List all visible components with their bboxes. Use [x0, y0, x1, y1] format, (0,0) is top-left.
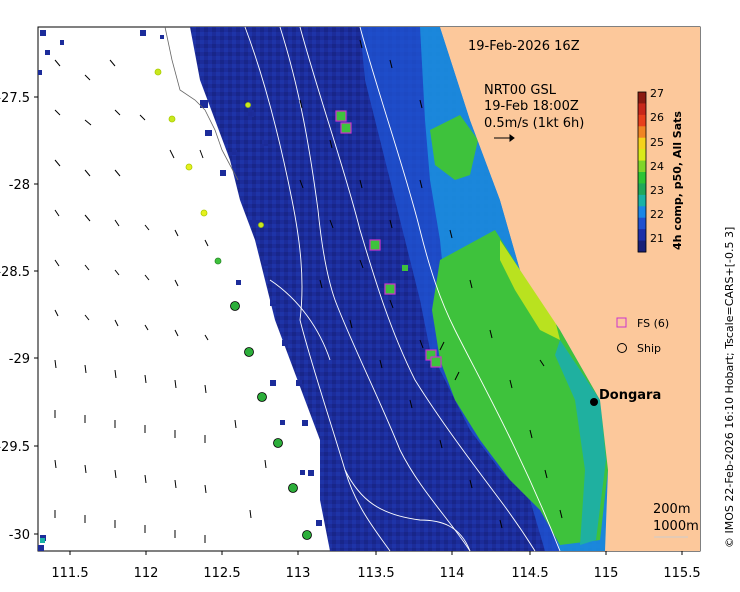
- colorbar-cell: [638, 160, 646, 173]
- coastal-warm-green: [432, 230, 608, 545]
- drifter-marker: [154, 68, 162, 76]
- ship-legend-label: Ship: [637, 342, 661, 355]
- drifter-markers: [154, 68, 312, 540]
- ship-marker: [302, 530, 312, 540]
- ship-marker: [230, 301, 240, 311]
- isobath-label-1000m: 1000m: [653, 519, 699, 534]
- colorbar-tick: 27: [650, 87, 664, 100]
- fs-markers: [335, 110, 442, 368]
- current-scale-label: 0.5m/s (1kt 6h): [484, 116, 584, 131]
- y-tick-labels: -27.5 -28 -28.5 -29 -29.5 -30: [0, 91, 30, 543]
- x-tick-label: 115: [594, 566, 619, 581]
- green-pixel: [402, 265, 408, 271]
- current-vectors: [54, 39, 563, 543]
- colorbar-cell: [638, 92, 646, 104]
- colorbar-ticks: 27 26 25 24 23 22 21: [650, 87, 664, 245]
- colorbar: [637, 91, 647, 253]
- fs-marker: [384, 283, 396, 295]
- y-tick-label: -29.5: [0, 440, 30, 455]
- fs-marker: [340, 122, 352, 134]
- colorbar-cell: [638, 229, 646, 242]
- x-tick-label: 112: [134, 566, 159, 581]
- colorbar-cell: [638, 137, 646, 150]
- x-tick-label: 113.5: [357, 566, 394, 581]
- colorbar-cell: [638, 103, 646, 116]
- date-time-label: 19-Feb-2026 16Z: [468, 39, 580, 54]
- x-tick-label: 114: [440, 566, 465, 581]
- ship-marker: [257, 392, 267, 402]
- colorbar-tick: 26: [650, 111, 664, 124]
- drifter-marker: [214, 257, 222, 265]
- y-tick-label: -27.5: [0, 91, 30, 106]
- colorbar-cell: [638, 206, 646, 219]
- fs-marker: [335, 110, 347, 122]
- place-label: Dongara: [599, 388, 661, 403]
- colorbar-cell: [638, 172, 646, 184]
- footer-credit: © IMOS 22-Feb-2026 16:10 Hobart; Tscale=…: [723, 227, 736, 548]
- drifter-marker: [200, 209, 208, 217]
- colorbar-cell: [638, 149, 646, 162]
- colorbar-cell: [638, 194, 646, 207]
- town-marker: [590, 398, 598, 406]
- colorbar-tick: 24: [650, 160, 664, 173]
- drifter-marker: [258, 222, 264, 228]
- isobath-contours: [244, 26, 561, 552]
- current-time-label: 19-Feb 18:00Z: [484, 99, 579, 114]
- x-tick-label: 114.5: [511, 566, 548, 581]
- y-tick-label: -28: [9, 178, 30, 193]
- fs-legend-label: FS (6): [637, 317, 669, 330]
- isobath-label-200m: 200m: [653, 502, 690, 517]
- ship-marker: [273, 438, 283, 448]
- y-tick-label: -30: [9, 528, 30, 543]
- current-product-label: NRT00 GSL: [484, 83, 557, 98]
- drifter-marker: [168, 115, 176, 123]
- coastline: [164, 26, 239, 181]
- fs-marker: [430, 356, 442, 368]
- y-axis: [34, 96, 38, 535]
- colorbar-cell: [638, 183, 646, 196]
- ship-marker: [288, 483, 298, 493]
- colorbar-cell: [638, 114, 646, 127]
- colorbar-tick: 23: [650, 184, 664, 197]
- x-tick-label: 112.5: [203, 566, 240, 581]
- coastal-warm-yellow: [500, 240, 560, 340]
- colorbar-cell: [638, 240, 646, 253]
- colorbar-tick: 22: [650, 208, 664, 221]
- drifter-marker: [245, 102, 251, 108]
- x-tick-label: 111.5: [51, 566, 88, 581]
- colorbar-tick: 25: [650, 136, 664, 149]
- coastal-cyan-strip: [555, 340, 606, 545]
- sst-cyan-pixel: [40, 538, 45, 543]
- ship-marker: [244, 347, 254, 357]
- x-tick-labels: 111.5 112 112.5 113 113.5 114 114.5 115 …: [51, 566, 700, 581]
- colorbar-title: 4h comp, p50, All Sats: [671, 111, 684, 250]
- scale-arrow: [494, 134, 515, 142]
- land-mass: [440, 27, 700, 551]
- colorbar-tick: 21: [650, 232, 664, 245]
- drifter-marker: [185, 163, 193, 171]
- y-tick-label: -29: [9, 352, 30, 367]
- y-tick-label: -28.5: [0, 265, 30, 280]
- x-axis: [69, 551, 683, 555]
- colorbar-cell: [638, 217, 646, 230]
- coastal-warm-green-north: [430, 115, 478, 180]
- fs-marker: [369, 239, 381, 251]
- ship-legend-icon: [617, 343, 627, 353]
- colorbar-cell: [638, 126, 646, 139]
- x-tick-label: 115.5: [663, 566, 700, 581]
- fs-legend-icon: [616, 317, 627, 328]
- x-tick-label: 113: [286, 566, 311, 581]
